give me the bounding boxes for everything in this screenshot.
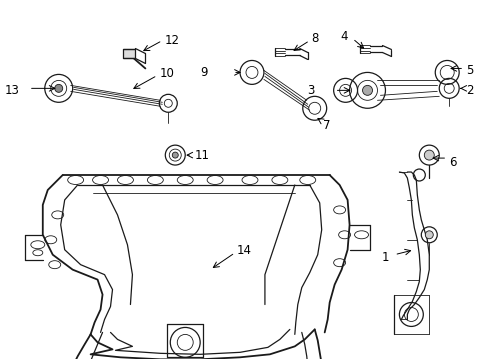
Text: 7: 7	[322, 119, 329, 132]
Text: 2: 2	[465, 84, 473, 97]
Text: 4: 4	[340, 30, 347, 43]
Text: 13: 13	[5, 84, 20, 97]
Circle shape	[362, 85, 372, 95]
Text: 8: 8	[311, 32, 319, 45]
Text: 10: 10	[159, 67, 174, 80]
Text: 12: 12	[164, 34, 179, 47]
Text: 14: 14	[237, 244, 251, 257]
Text: 11: 11	[194, 149, 209, 162]
Polygon shape	[123, 49, 135, 58]
Circle shape	[172, 152, 178, 158]
Text: 5: 5	[465, 64, 472, 77]
Text: 6: 6	[448, 156, 456, 168]
Circle shape	[55, 84, 62, 92]
Text: 9: 9	[200, 66, 208, 79]
Circle shape	[424, 150, 433, 160]
Circle shape	[425, 231, 432, 239]
Text: 3: 3	[307, 84, 314, 97]
Text: 1: 1	[381, 251, 388, 264]
